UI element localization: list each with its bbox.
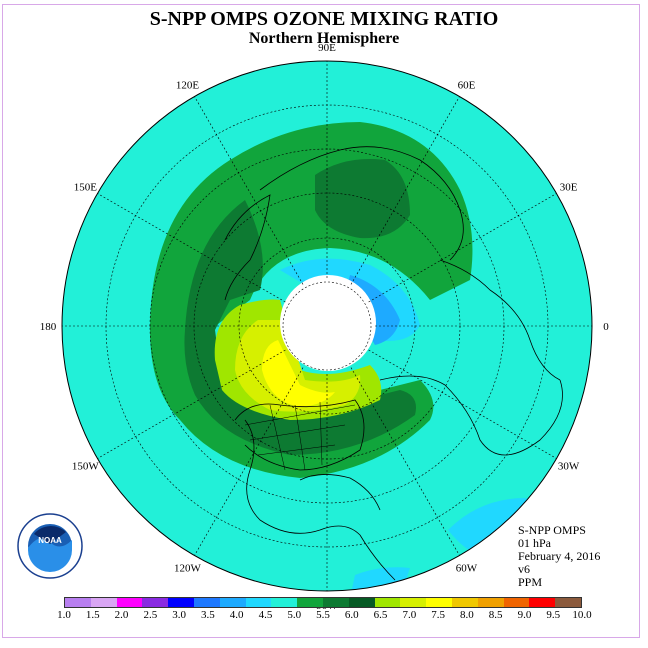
colorbar-segment xyxy=(193,598,220,607)
meridian-line xyxy=(368,349,557,459)
info-instrument: S-NPP OMPS xyxy=(518,523,586,537)
polar-night-no-data xyxy=(280,275,376,371)
longitude-labels: 90E60E30E030W60W90W120W150W180150E120E xyxy=(40,42,610,612)
meridian-line xyxy=(194,367,304,556)
longitude-label: 30W xyxy=(558,461,580,473)
colorbar-segment xyxy=(219,598,246,607)
colorbar-segment xyxy=(426,598,452,607)
colorbar-segment xyxy=(451,598,478,607)
longitude-label: 60W xyxy=(456,563,478,575)
svg-text:NOAA: NOAA xyxy=(38,536,62,545)
colorbar xyxy=(64,597,582,608)
colorbar-segment xyxy=(271,598,298,607)
colorbar-segment xyxy=(90,598,117,607)
colorbar-tick-label: 4.0 xyxy=(229,609,244,621)
meridian-line xyxy=(97,193,286,303)
colorbar-segment xyxy=(245,598,272,607)
info-level: 01 hPa xyxy=(518,536,551,550)
colorbar-tick-label: 5.0 xyxy=(287,609,302,621)
meridian-line xyxy=(97,349,286,459)
coastlines xyxy=(224,146,563,581)
info-version: v6 xyxy=(518,562,530,576)
colorbar-tick-label: 5.5 xyxy=(316,609,330,621)
colorbar-tick-label: 3.0 xyxy=(172,609,186,621)
colorbar-ticks: 1.0 1.5 2.0 2.5 3.0 3.5 4.0 4.5 5.0 5.5 6.0 6.5 7.0 7… xyxy=(56,609,592,623)
longitude-label: 120E xyxy=(176,79,200,91)
colorbar-segment xyxy=(529,598,556,607)
colorbar-segment xyxy=(297,598,323,607)
colorbar-segment xyxy=(348,598,375,607)
longitude-label: 150E xyxy=(74,182,98,194)
ozone-contour-7-5 xyxy=(262,340,335,407)
colorbar-tick-label: 10.0 xyxy=(572,609,592,621)
map-boundary xyxy=(61,60,593,592)
colorbar-tick-label: 1.0 xyxy=(57,609,71,621)
longitude-label: 180 xyxy=(40,321,57,333)
colorbar-tick-label: 6.5 xyxy=(373,609,388,621)
colorbar-tick-label: 8.5 xyxy=(488,609,503,621)
colorbar-tick-label: 7.0 xyxy=(402,609,417,621)
colorbar-tick-label: 2.5 xyxy=(143,609,158,621)
longitude-label: 0 xyxy=(603,321,609,333)
info-units: PPM xyxy=(518,575,543,589)
colorbar-tick-label: 4.5 xyxy=(258,609,273,621)
longitude-label: 150W xyxy=(72,461,100,473)
colorbar-segment xyxy=(374,598,401,607)
colorbar-tick-label: 3.5 xyxy=(201,609,215,621)
product-info: S-NPP OMPS 01 hPa February 4, 2016 v6 PP… xyxy=(518,524,600,589)
meridian-line xyxy=(194,96,304,285)
colorbar-tick-label: 9.0 xyxy=(517,609,532,621)
map-title: S-NPP OMPS OZONE MIXING RATIO xyxy=(149,8,499,30)
colorbar-segment xyxy=(142,598,169,607)
figure-frame xyxy=(2,4,640,638)
meridian-line xyxy=(350,96,460,285)
colorbar-segment xyxy=(400,598,427,607)
longitude-label: 30E xyxy=(560,182,578,194)
meridian-line xyxy=(350,367,460,556)
longitude-label: 90E xyxy=(318,42,336,54)
map-subtitle: Northern Hemisphere xyxy=(248,30,400,47)
colorbar-segment xyxy=(322,598,349,607)
colorbar-tick-label: 2.0 xyxy=(114,609,129,621)
colorbar-segment xyxy=(555,598,581,607)
colorbar-tick-label: 6.0 xyxy=(344,609,359,621)
info-date: February 4, 2016 xyxy=(518,549,601,563)
ozone-contour-7-0 xyxy=(235,320,361,412)
longitude-label: 120W xyxy=(174,563,202,575)
graticule xyxy=(62,61,592,591)
colorbar-segment xyxy=(477,598,504,607)
colorbar-segment xyxy=(168,598,194,607)
ozone-contour-6-0-b xyxy=(315,159,410,239)
state-borders xyxy=(244,401,356,471)
colorbar-segment xyxy=(116,598,143,607)
meridian-line xyxy=(368,193,557,303)
colorbar-tick-label: 7.5 xyxy=(431,609,445,621)
colorbar-segment xyxy=(503,598,530,607)
colorbar-tick-label: 9.5 xyxy=(546,609,561,621)
colorbar-tick-label: 1.5 xyxy=(85,609,100,621)
longitude-label: 60E xyxy=(458,79,476,91)
noaa-logo: NOAA xyxy=(17,513,83,579)
colorbar-tick-label: 8.0 xyxy=(460,609,474,621)
colorbar-segment xyxy=(65,598,91,607)
